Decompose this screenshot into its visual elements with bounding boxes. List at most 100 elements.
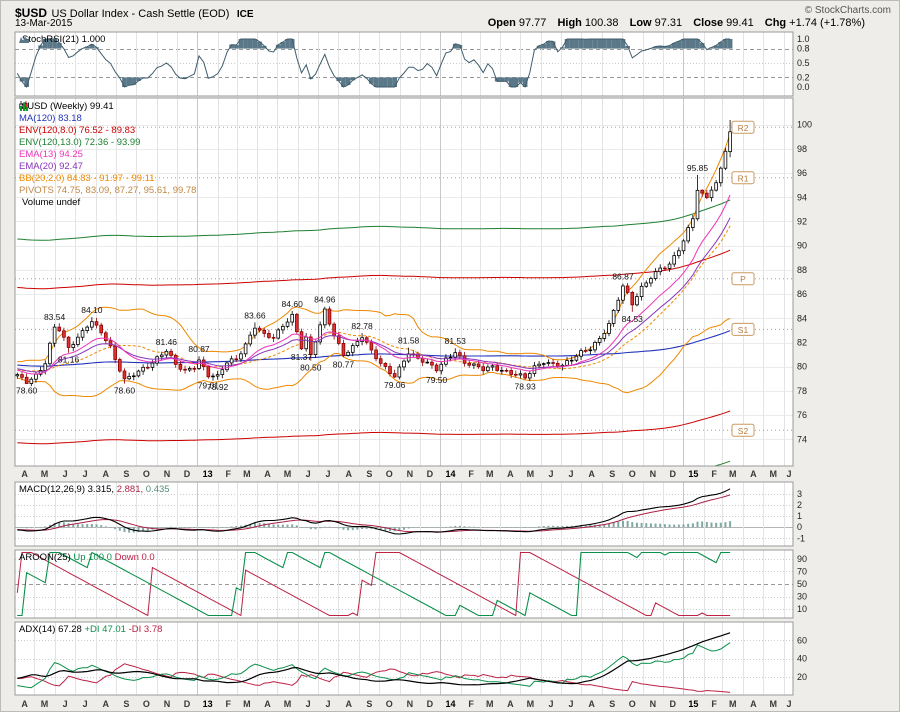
legend-text: -DI 3.78: [128, 624, 163, 635]
legend-row: $USD (Weekly) 99.41: [19, 101, 196, 113]
legend-text: PIVOTS 74.75, 83.09, 87.27, 95.61, 99.78: [19, 185, 197, 196]
svg-text:70: 70: [797, 566, 807, 576]
svg-text:M: M: [729, 469, 737, 479]
svg-text:S2: S2: [738, 426, 749, 436]
svg-text:M: M: [729, 699, 737, 709]
price-annotations: 78.60 83.54 81.16 84.10 78.60 81.46 80.87 79.01…: [16, 120, 755, 437]
svg-text:74: 74: [797, 434, 807, 444]
svg-text:O: O: [386, 699, 393, 709]
svg-text:94: 94: [797, 192, 807, 202]
legend-text: MACD(12,26,9): [19, 484, 88, 495]
legend-text: BB(20,2.0) 84.83 - 91.97 - 99.11: [19, 173, 155, 184]
svg-text:S: S: [366, 699, 372, 709]
svg-text:S: S: [123, 469, 129, 479]
svg-text:O: O: [629, 469, 636, 479]
svg-text:A: A: [264, 469, 271, 479]
svg-text:81.37: 81.37: [291, 352, 313, 362]
legend-text: Up 100.0: [73, 552, 115, 563]
legend-text: EMA(13) 94.25: [19, 149, 83, 160]
main-legend: $USD (Weekly) 99.41 MA(120) 83.18 ENV(120,…: [19, 101, 196, 209]
svg-text:20: 20: [797, 672, 807, 682]
svg-text:76: 76: [797, 410, 807, 420]
svg-text:F: F: [711, 469, 717, 479]
svg-text:M: M: [243, 699, 251, 709]
svg-text:J: J: [306, 699, 311, 709]
svg-text:N: N: [650, 469, 657, 479]
svg-text:R1: R1: [738, 173, 749, 183]
svg-text:3: 3: [797, 489, 802, 499]
svg-text:1.0: 1.0: [797, 34, 810, 44]
aroon-legend: AROON(25) Up 100.0 Down 0.0: [19, 552, 155, 564]
svg-text:S: S: [609, 469, 615, 479]
svg-text:J: J: [83, 699, 88, 709]
legend-row: ENV(120,13.0) 72.36 - 93.99: [19, 137, 196, 149]
svg-text:83.66: 83.66: [244, 310, 266, 320]
adx-plot: [17, 632, 731, 693]
svg-text:82: 82: [797, 338, 807, 348]
exchange-label: ICE: [236, 9, 254, 20]
macd-legend: MACD(12,26,9) 3.315, 2.881, 0.435: [19, 484, 170, 496]
legend-row: EMA(13) 94.25: [19, 149, 196, 161]
svg-text:A: A: [750, 469, 757, 479]
chg-label: Chg: [764, 17, 787, 29]
svg-text:A: A: [588, 469, 595, 479]
legend-row: Volume undef: [19, 103, 196, 209]
svg-text:A: A: [588, 699, 595, 709]
svg-text:J: J: [63, 699, 68, 709]
svg-text:O: O: [143, 469, 150, 479]
svg-text:J: J: [83, 469, 88, 479]
svg-text:95.85: 95.85: [687, 163, 709, 173]
svg-text:13: 13: [203, 699, 213, 709]
chart-date: 13-Mar-2015: [15, 18, 73, 29]
svg-text:60: 60: [797, 635, 807, 645]
svg-text:A: A: [750, 699, 757, 709]
svg-text:M: M: [770, 469, 778, 479]
svg-text:M: M: [486, 469, 494, 479]
svg-text:80.50: 80.50: [300, 363, 322, 373]
svg-text:84.60: 84.60: [282, 299, 304, 309]
svg-text:78.93: 78.93: [514, 382, 536, 392]
high-value: 100.38: [584, 17, 619, 29]
svg-text:0.2: 0.2: [797, 72, 810, 82]
svg-text:M: M: [41, 699, 49, 709]
legend-text: AROON(25): [19, 552, 74, 563]
svg-text:F: F: [711, 699, 717, 709]
legend-text: 0.435: [145, 484, 170, 495]
legend-text: $USD (Weekly) 99.41: [22, 101, 114, 112]
legend-row: EMA(20) 92.47: [19, 161, 196, 173]
svg-text:81.58: 81.58: [398, 336, 420, 346]
svg-text:N: N: [407, 699, 414, 709]
svg-text:78.60: 78.60: [114, 386, 136, 396]
symbol: $USD: [15, 6, 48, 20]
svg-text:84.53: 84.53: [622, 314, 644, 324]
copyright: © StockCharts.com: [804, 5, 891, 16]
svg-text:D: D: [427, 699, 434, 709]
legend-row: BB(20,2.0) 84.83 - 91.97 - 99.11: [19, 173, 196, 185]
svg-text:A: A: [345, 699, 352, 709]
svg-text:F: F: [468, 469, 474, 479]
page-title: US Dollar Index - Cash Settle (EOD): [51, 8, 230, 20]
svg-text:15: 15: [688, 469, 698, 479]
svg-text:30: 30: [797, 592, 807, 602]
svg-text:84.96: 84.96: [314, 295, 336, 305]
svg-text:0.8: 0.8: [797, 44, 810, 54]
legend-text: Down 0.0: [114, 552, 155, 563]
svg-text:14: 14: [446, 699, 456, 709]
close-label: Close: [693, 17, 724, 29]
svg-text:96: 96: [797, 168, 807, 178]
svg-text:A: A: [264, 699, 271, 709]
close-value: 99.41: [726, 17, 754, 29]
svg-text:40: 40: [797, 654, 807, 664]
svg-text:D: D: [184, 469, 191, 479]
svg-text:M: M: [527, 699, 535, 709]
svg-text:S: S: [609, 699, 615, 709]
svg-text:1: 1: [797, 511, 802, 521]
svg-text:A: A: [103, 469, 110, 479]
svg-text:J: J: [549, 469, 554, 479]
svg-text:79.06: 79.06: [384, 380, 406, 390]
legend-row: ENV(120,8.0) 76.52 - 89.83: [19, 125, 196, 137]
svg-text:J: J: [786, 699, 791, 709]
svg-text:86: 86: [797, 289, 807, 299]
